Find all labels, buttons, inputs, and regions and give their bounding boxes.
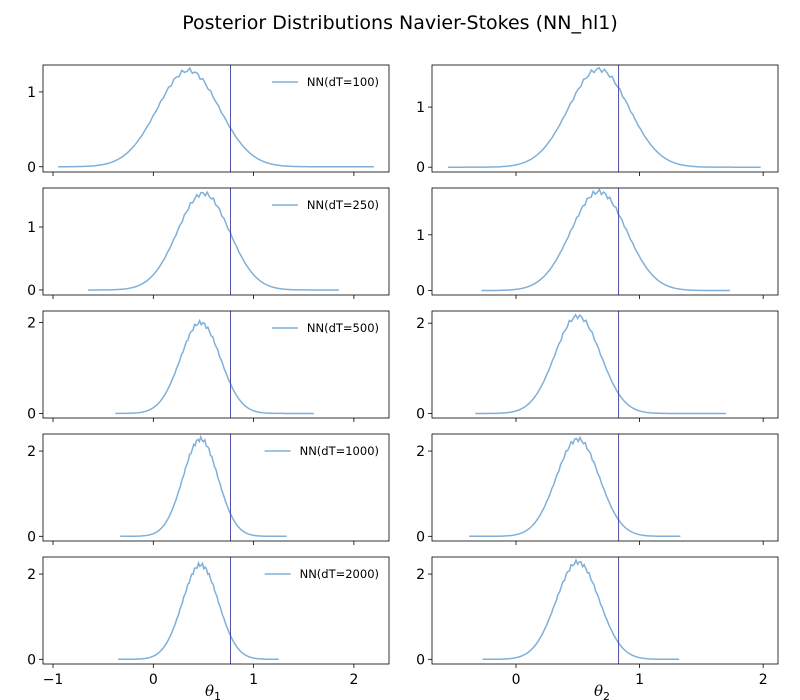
subplot-r3-c1: 02 [416,433,779,545]
subplot-r0-c1: 01 [416,64,779,176]
posterior-curve [469,435,681,538]
y-tick-label: 2 [27,444,36,460]
x-tick-label: 1 [249,672,258,688]
posterior-curve-NN(dT=2000) [118,560,279,661]
y-tick-label: 0 [27,160,36,176]
y-tick-label: 2 [416,444,425,460]
y-tick-label: 0 [27,406,36,422]
posterior-curve [482,558,680,661]
subplot-r0-c0: NN(dT=100) 0 1 [27,64,390,176]
x-tick-label: 2 [759,672,768,688]
posterior-curve-NN(dT=500) [115,318,314,415]
legend-label: NN(dT=1000) [300,444,379,458]
y-tick-label: 1 [27,220,36,236]
subplot-r2-c1: 02 [416,310,779,422]
axes-frame [431,556,779,665]
axes-frame [42,187,390,296]
posterior-curve-NN(dT=1000) [120,434,287,538]
subplot-r4-c1: 0 2 0 1 2 [416,556,779,688]
posterior-curve [481,188,730,292]
axes-frame [42,64,390,173]
y-tick-label: 2 [27,315,36,331]
y-tick-label: 0 [416,284,425,300]
axes-frame [431,64,779,173]
y-tick-label: 0 [27,652,36,668]
axes-frame [431,187,779,296]
y-tick-label: 1 [416,100,425,116]
legend-label: NN(dT=2000) [300,567,379,581]
subplot-grid: NN(dT=100)0101NN(dT=250)0101NN(dT=500)02… [27,64,779,688]
y-tick-label: 0 [27,283,36,299]
axes-frame [42,556,390,665]
x-tick-label: 0 [149,672,158,688]
x-tick-label: −1 [43,672,64,688]
posterior-curve-NN(dT=100) [58,66,374,168]
x-tick-label: 2 [349,672,358,688]
axes-frame [42,433,390,542]
subplot-r3-c0: NN(dT=1000) 0 2 [27,433,390,545]
y-tick-label: 2 [416,567,425,583]
legend-label: NN(dT=500) [307,321,379,335]
posterior-curve-NN(dT=250) [88,190,339,291]
subplot-r4-c0: NN(dT=2000) 0 2 −1 0 1 2 [27,556,390,688]
xlabel-theta-2: θ2 [594,682,610,700]
legend-label: NN(dT=100) [307,75,379,89]
y-tick-label: 1 [416,228,425,244]
x-tick-label: 0 [512,672,521,688]
legend-label: NN(dT=250) [307,198,379,212]
subplot-r1-c0: NN(dT=250) 0 1 [27,187,390,299]
axes-frame [42,310,390,419]
y-tick-label: 2 [416,316,425,332]
axes-frame [431,310,779,419]
subplot-r2-c0: NN(dT=500) 0 2 [27,310,390,422]
y-tick-label: 0 [416,406,425,422]
y-tick-label: 0 [27,529,36,545]
xlabel-theta-1: θ1 [205,682,221,700]
x-tick-label: 1 [635,672,644,688]
subplot-r1-c1: 01 [416,187,779,300]
y-tick-label: 0 [416,652,425,668]
figure-title: Posterior Distributions Navier-Stokes (N… [182,12,618,34]
posterior-curve [448,66,761,168]
axes-frame [431,433,779,542]
posterior-curve [475,313,727,415]
y-tick-label: 1 [27,85,36,101]
y-tick-label: 2 [27,567,36,583]
y-tick-label: 0 [416,160,425,176]
y-tick-label: 0 [416,529,425,545]
